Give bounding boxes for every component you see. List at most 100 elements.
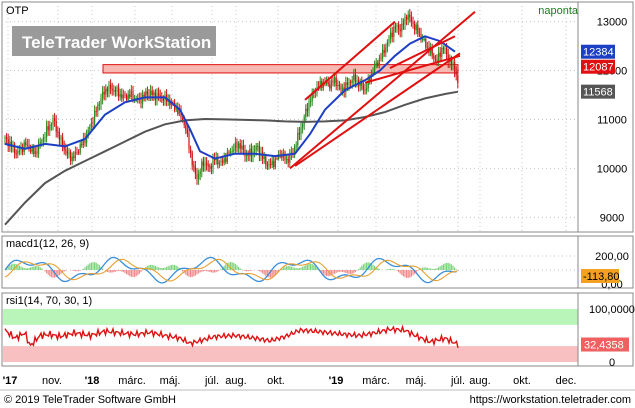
candle-body — [423, 39, 425, 41]
footer-url: https://workstation.teletrader.com — [470, 394, 631, 406]
candle-body — [452, 61, 454, 65]
candle-body — [308, 102, 310, 112]
candle-body — [206, 162, 208, 165]
candle-body — [433, 55, 435, 59]
candle-body — [298, 132, 300, 135]
candle-body — [183, 119, 185, 125]
candle-body — [44, 137, 46, 139]
slow-moving-average-line — [4, 90, 459, 226]
candle-body — [274, 158, 276, 167]
candle-body — [55, 120, 57, 132]
candle-body — [404, 16, 406, 25]
x-tick-label: '17 — [3, 375, 18, 387]
rsi-last-label: 32,4358 — [584, 340, 624, 352]
x-tick-label: aug. — [225, 375, 246, 387]
candle-body — [52, 118, 54, 125]
candle-body — [132, 90, 134, 100]
candle-body — [140, 98, 142, 104]
candle-body — [361, 81, 363, 86]
candle-body — [222, 160, 224, 163]
candle-body — [239, 143, 241, 149]
candle-body — [7, 139, 9, 147]
y-tick-label: 9000 — [600, 212, 624, 224]
candle-body — [342, 87, 344, 91]
candle-body — [31, 147, 33, 152]
candle-body — [207, 164, 209, 167]
candle-body — [122, 94, 124, 99]
candle-body — [442, 48, 444, 50]
candle-body — [378, 57, 380, 66]
candle-body — [4, 137, 6, 140]
candle-body — [199, 171, 201, 175]
candle-body — [17, 151, 19, 154]
candle-body — [68, 151, 70, 155]
candle-body — [121, 94, 123, 99]
candle-body — [438, 52, 440, 62]
candle-body — [370, 74, 372, 82]
candle-body — [289, 154, 291, 163]
price-label-bg — [581, 44, 615, 59]
candle-body — [415, 24, 417, 31]
candle-body — [186, 130, 188, 133]
trendline — [389, 35, 456, 69]
candle-body — [430, 48, 432, 54]
candle-body — [9, 141, 11, 147]
candle-body — [455, 71, 457, 75]
resistance-zone — [102, 64, 459, 74]
candle-body — [294, 146, 296, 153]
candle-body — [388, 38, 390, 42]
candle-body — [118, 87, 120, 97]
candle-body — [319, 80, 321, 88]
candle-body — [303, 116, 305, 125]
candle-body — [36, 151, 38, 154]
candle-body — [226, 151, 228, 162]
candle-body — [444, 48, 446, 50]
candle-body — [334, 77, 336, 83]
candle-body — [268, 163, 270, 166]
candle-body — [375, 62, 377, 67]
candle-body — [409, 14, 411, 18]
candle-body — [385, 47, 387, 53]
candle-body — [116, 87, 118, 92]
candle-body — [263, 156, 265, 159]
candle-body — [225, 158, 227, 162]
candle-body — [330, 80, 332, 89]
candle-body — [42, 137, 44, 142]
candle-body — [234, 142, 236, 150]
candle-body — [92, 122, 94, 124]
candle-body — [38, 144, 40, 154]
candle-body — [33, 147, 35, 154]
candle-body — [276, 158, 278, 160]
candle-body — [382, 49, 384, 59]
candle-body — [338, 85, 340, 87]
candle-body — [335, 77, 337, 86]
candle-body — [212, 158, 214, 169]
candle-body — [450, 59, 452, 65]
candle-body — [188, 132, 190, 149]
candle-body — [70, 151, 72, 162]
rsi-y-tick-label: 100,0000 — [589, 304, 635, 316]
candle-body — [383, 49, 385, 53]
candle-body — [54, 118, 56, 121]
candle-body — [34, 151, 36, 154]
candle-body — [194, 166, 196, 174]
macd-y-tick-label: 200,00 — [595, 251, 629, 263]
candle-body — [191, 153, 193, 166]
candle-body — [60, 136, 62, 140]
candle-body — [103, 91, 105, 95]
candle-body — [262, 152, 264, 159]
candle-body — [250, 148, 252, 157]
candle-body — [346, 82, 348, 86]
candle-body — [418, 33, 420, 35]
candle-body — [71, 156, 73, 162]
x-tick-label: nov. — [42, 375, 62, 387]
y-tick-label: 10000 — [597, 163, 628, 175]
candle-body — [23, 142, 25, 152]
candle-body — [185, 124, 187, 131]
candle-body — [407, 14, 409, 20]
candle-body — [412, 21, 414, 24]
candle-body — [97, 104, 99, 112]
candle-body — [310, 100, 312, 103]
candle-body — [204, 162, 206, 166]
candle-body — [58, 131, 60, 140]
